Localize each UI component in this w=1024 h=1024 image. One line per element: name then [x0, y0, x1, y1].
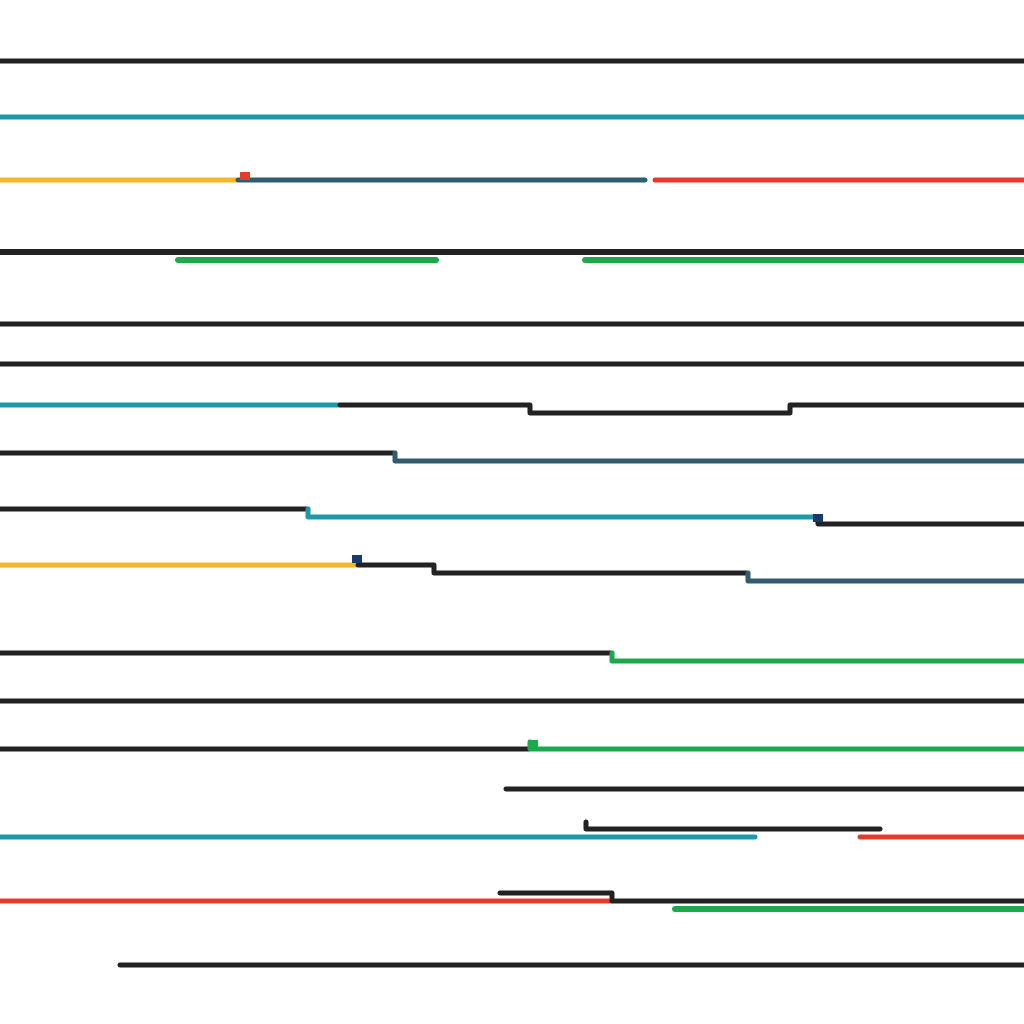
line-8-segment-slate — [392, 450, 1024, 464]
line-15-segment-black — [583, 819, 883, 832]
junction-marker — [528, 740, 538, 748]
line-11 — [0, 650, 1024, 664]
junction-marker — [813, 514, 823, 522]
line-7 — [0, 402, 1024, 416]
junction-marker — [352, 555, 362, 563]
line-8 — [0, 450, 1024, 464]
line-9 — [0, 506, 1024, 527]
line-9-segment-teal — [305, 506, 821, 520]
line-13 — [0, 739, 1024, 752]
line-10 — [0, 562, 1024, 584]
line-7-segment-black — [337, 402, 1024, 416]
line-4 — [0, 249, 1024, 263]
line-10-segment-slate — [745, 570, 1024, 584]
junction-marker — [240, 172, 250, 180]
line-9-segment-black — [815, 514, 1024, 527]
line-10-segment-black — [355, 562, 751, 576]
line-15 — [0, 819, 1024, 840]
line-16 — [0, 890, 1024, 912]
line-16-segment-black — [497, 890, 1024, 904]
line-13-segment-green — [527, 739, 1024, 752]
line-11-segment-green — [609, 650, 1024, 664]
